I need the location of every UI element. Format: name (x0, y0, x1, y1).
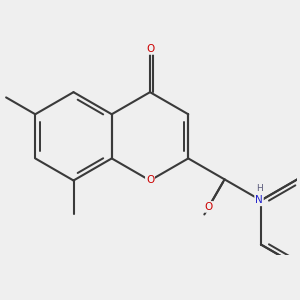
Text: O: O (146, 176, 154, 185)
Text: O: O (205, 202, 213, 212)
Text: O: O (146, 44, 154, 54)
Text: H: H (256, 184, 262, 194)
Text: N: N (255, 195, 263, 205)
